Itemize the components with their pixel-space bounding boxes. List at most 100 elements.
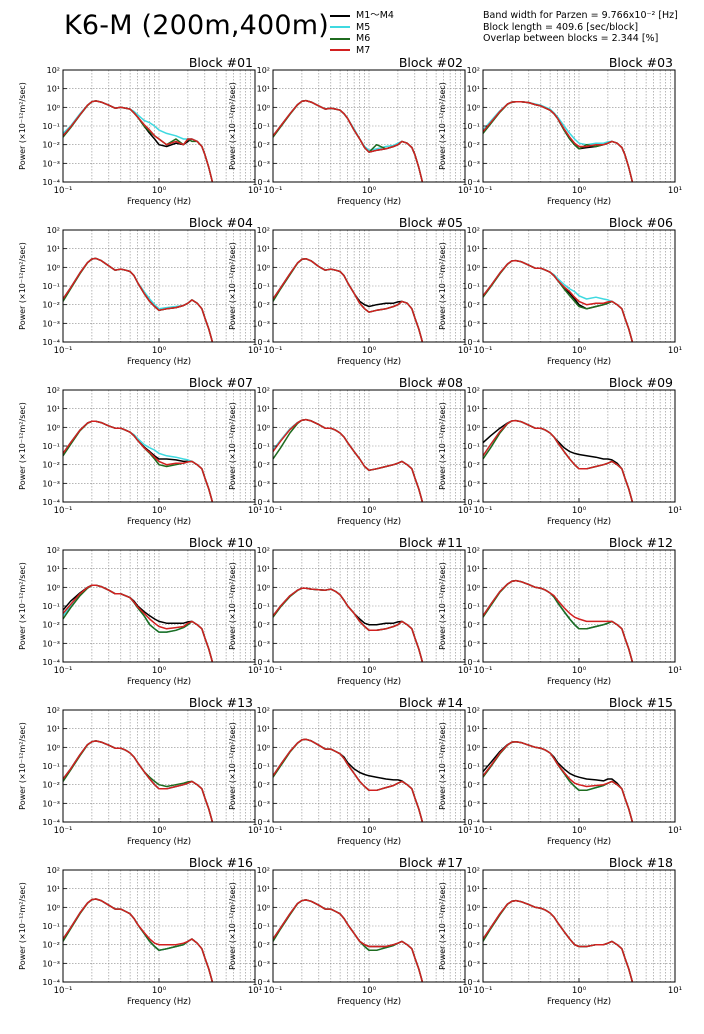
series-group (273, 899, 424, 982)
y-tick-label: 10¹ (467, 85, 480, 94)
y-axis-label: Power (×10⁻¹²m²/sec) (18, 242, 27, 330)
y-tick-label: 10¹ (257, 725, 270, 734)
block-plot: 10⁻¹ 10⁰ 10¹ 10² 10¹ 10⁰ 10⁻¹ 10⁻² 10⁻³ 10⁻⁴ Block… (18, 55, 262, 207)
x-tick-label: 10⁰ (152, 826, 167, 836)
y-tick-label: 10⁻³ (462, 479, 480, 488)
block-plot: 10⁻¹ 10⁰ 10¹ 10² 10¹ 10⁰ 10⁻¹ 10⁻² 10⁻³ 10⁻⁴ Block… (228, 695, 472, 847)
x-tick-label: 10⁰ (152, 346, 167, 356)
x-tick-label: 10¹ (248, 826, 262, 836)
ticks (62, 709, 256, 823)
x-tick-label: 10⁻¹ (54, 346, 73, 356)
y-tick-label: 10¹ (467, 405, 480, 414)
info-overlap: Overlap between blocks = 2.344 [%] (483, 33, 659, 44)
block-title: Block #14 (399, 695, 463, 710)
y-tick-label: 10⁰ (257, 263, 270, 272)
series-line (483, 419, 634, 502)
analysis-info: Band width for Parzen = 9.766x10⁻² [Hz] … (483, 10, 678, 45)
y-tick-label: 10⁻³ (462, 319, 480, 328)
series-line (483, 100, 634, 182)
series-group (63, 740, 214, 822)
x-tick-label: 10⁻¹ (264, 666, 283, 676)
x-tick-label: 10¹ (668, 186, 682, 196)
x-tick-label: 10¹ (248, 186, 262, 196)
y-tick-label: 10⁻⁴ (252, 178, 270, 187)
series-group (483, 100, 634, 182)
x-tick-label: 10¹ (668, 826, 682, 836)
y-tick-label: 10⁻² (42, 301, 60, 310)
y-tick-label: 10⁰ (257, 743, 270, 752)
y-tick-label: 10¹ (467, 725, 480, 734)
y-tick-label: 10⁰ (467, 743, 480, 752)
ticks (272, 549, 466, 663)
y-tick-label: 10⁻⁴ (252, 658, 270, 667)
x-axis-label: Frequency (Hz) (547, 357, 611, 367)
x-tick-label: 10⁰ (572, 986, 587, 996)
x-axis-label: Frequency (Hz) (547, 197, 611, 207)
y-tick-label: 10⁰ (257, 583, 270, 592)
y-tick-label: 10⁻⁴ (42, 658, 60, 667)
block-plot: 10⁻¹ 10⁰ 10¹ 10² 10¹ 10⁰ 10⁻¹ 10⁻² 10⁻³ 10⁻⁴ Block… (228, 215, 472, 367)
x-tick-label: 10¹ (458, 986, 472, 996)
legend-label: M1～M4 (356, 10, 394, 21)
grid (483, 390, 675, 502)
series-line (273, 899, 424, 982)
block-title: Block #01 (189, 55, 253, 70)
grid (273, 550, 465, 662)
x-axis-label: Frequency (Hz) (337, 357, 401, 367)
y-tick-label: 10⁻³ (42, 479, 60, 488)
y-tick-label: 10⁻² (252, 461, 270, 470)
x-tick-label: 10⁰ (152, 666, 167, 676)
y-axis-label: Power (×10⁻¹²m²/sec) (438, 82, 447, 170)
y-tick-label: 10⁻⁴ (462, 338, 480, 347)
series-group (273, 418, 424, 502)
block-title: Block #15 (609, 695, 673, 710)
y-axis-label: Power (×10⁻¹²m²/sec) (228, 82, 237, 170)
y-axis-label: Power (×10⁻¹²m²/sec) (18, 82, 27, 170)
x-tick-label: 10⁻¹ (474, 186, 493, 196)
y-tick-label: 10¹ (257, 85, 270, 94)
block-plot: 10⁻¹ 10⁰ 10¹ 10² 10¹ 10⁰ 10⁻¹ 10⁻² 10⁻³ 10⁻⁴ Block… (228, 375, 472, 527)
y-tick-label: 10⁻¹ (42, 762, 60, 771)
x-tick-label: 10⁰ (572, 826, 587, 836)
y-tick-label: 10¹ (257, 405, 270, 414)
y-tick-label: 10⁰ (467, 903, 480, 912)
y-tick-label: 10⁻² (462, 941, 480, 950)
block-plot: 10⁻¹ 10⁰ 10¹ 10² 10¹ 10⁰ 10⁻¹ 10⁻² 10⁻³ 10⁻⁴ Block… (438, 535, 682, 687)
legend-item: M5 (330, 22, 394, 34)
x-tick-label: 10⁰ (152, 986, 167, 996)
ticks (482, 549, 676, 663)
grid (273, 390, 465, 502)
x-tick-label: 10¹ (458, 506, 472, 516)
series-line (273, 99, 424, 182)
y-tick-label: 10⁻⁴ (252, 338, 270, 347)
y-tick-label: 10⁻³ (462, 959, 480, 968)
y-tick-label: 10⁰ (257, 423, 270, 432)
x-tick-label: 10¹ (668, 506, 682, 516)
ticks (482, 709, 676, 823)
grid (483, 710, 675, 822)
y-tick-label: 10⁻¹ (42, 602, 60, 611)
x-tick-label: 10¹ (248, 986, 262, 996)
ticks (482, 389, 676, 503)
block-plot: 10⁻¹ 10⁰ 10¹ 10² 10¹ 10⁰ 10⁻¹ 10⁻² 10⁻³ 10⁻⁴ Block… (18, 855, 262, 1007)
x-tick-label: 10⁰ (572, 666, 587, 676)
block-plot: 10⁻¹ 10⁰ 10¹ 10² 10¹ 10⁰ 10⁻¹ 10⁻² 10⁻³ 10⁻⁴ Block… (438, 375, 682, 527)
y-tick-label: 10² (47, 866, 60, 875)
series-line (273, 257, 424, 342)
grid (273, 230, 465, 342)
y-axis-label: Power (×10⁻¹²m²/sec) (228, 722, 237, 810)
x-tick-label: 10⁰ (152, 506, 167, 516)
series-line (483, 740, 634, 822)
y-tick-label: 10⁻³ (252, 479, 270, 488)
block-plot: 10⁻¹ 10⁰ 10¹ 10² 10¹ 10⁰ 10⁻¹ 10⁻² 10⁻³ 10⁻⁴ Block… (18, 215, 262, 367)
grid (273, 70, 465, 182)
y-axis-label: Power (×10⁻¹²m²/sec) (228, 882, 237, 970)
legend-swatch (330, 37, 350, 40)
series-line (483, 899, 634, 982)
y-tick-label: 10¹ (257, 565, 270, 574)
y-tick-label: 10⁻² (462, 461, 480, 470)
y-tick-label: 10⁻³ (42, 319, 60, 328)
grid (63, 390, 255, 502)
series-group (63, 100, 214, 182)
series-group (63, 420, 214, 502)
